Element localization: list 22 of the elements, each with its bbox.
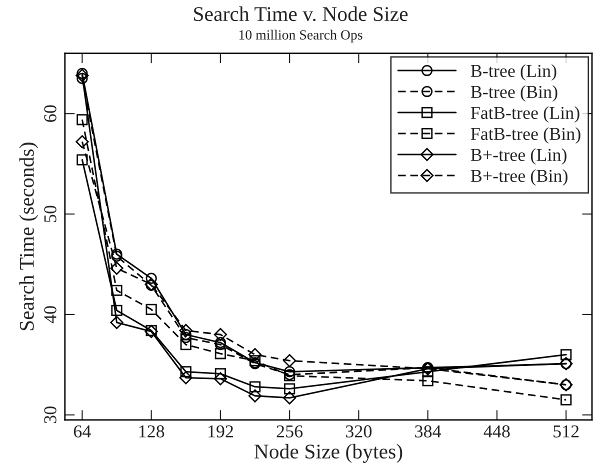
legend-label: B-tree (Lin) (470, 64, 556, 81)
y-tick-label: 30 (44, 406, 56, 424)
x-tick-label: 448 (484, 425, 510, 438)
x-tick-label: 320 (346, 425, 372, 438)
x-tick-label: 192 (208, 425, 233, 438)
legend-label: B+-tree (Bin) (470, 169, 568, 186)
legend-label: FatB-tree (Lin) (470, 106, 580, 123)
legend-label: FatB-tree (Bin) (470, 127, 580, 144)
legend-label: B-tree (Bin) (470, 85, 558, 102)
chart-title: Search Time v. Node Size (194, 6, 408, 22)
chart-subtitle: 10 million Search Ops (239, 30, 362, 42)
y-tick-label: 40 (44, 306, 56, 324)
x-tick-label: 512 (554, 425, 579, 438)
y-tick-label: 60 (44, 105, 56, 122)
legend-label: B+-tree (Lin) (470, 148, 566, 165)
x-tick-label: 256 (276, 425, 303, 438)
x-tick-label: 384 (415, 425, 442, 438)
x-tick-label: 128 (139, 425, 164, 438)
y-axis-title: Search Time (seconds) (19, 142, 38, 330)
x-tick-label: 64 (74, 425, 91, 438)
y-tick-label: 50 (44, 206, 56, 222)
x-axis-title: Node Size (bytes) (254, 444, 402, 463)
